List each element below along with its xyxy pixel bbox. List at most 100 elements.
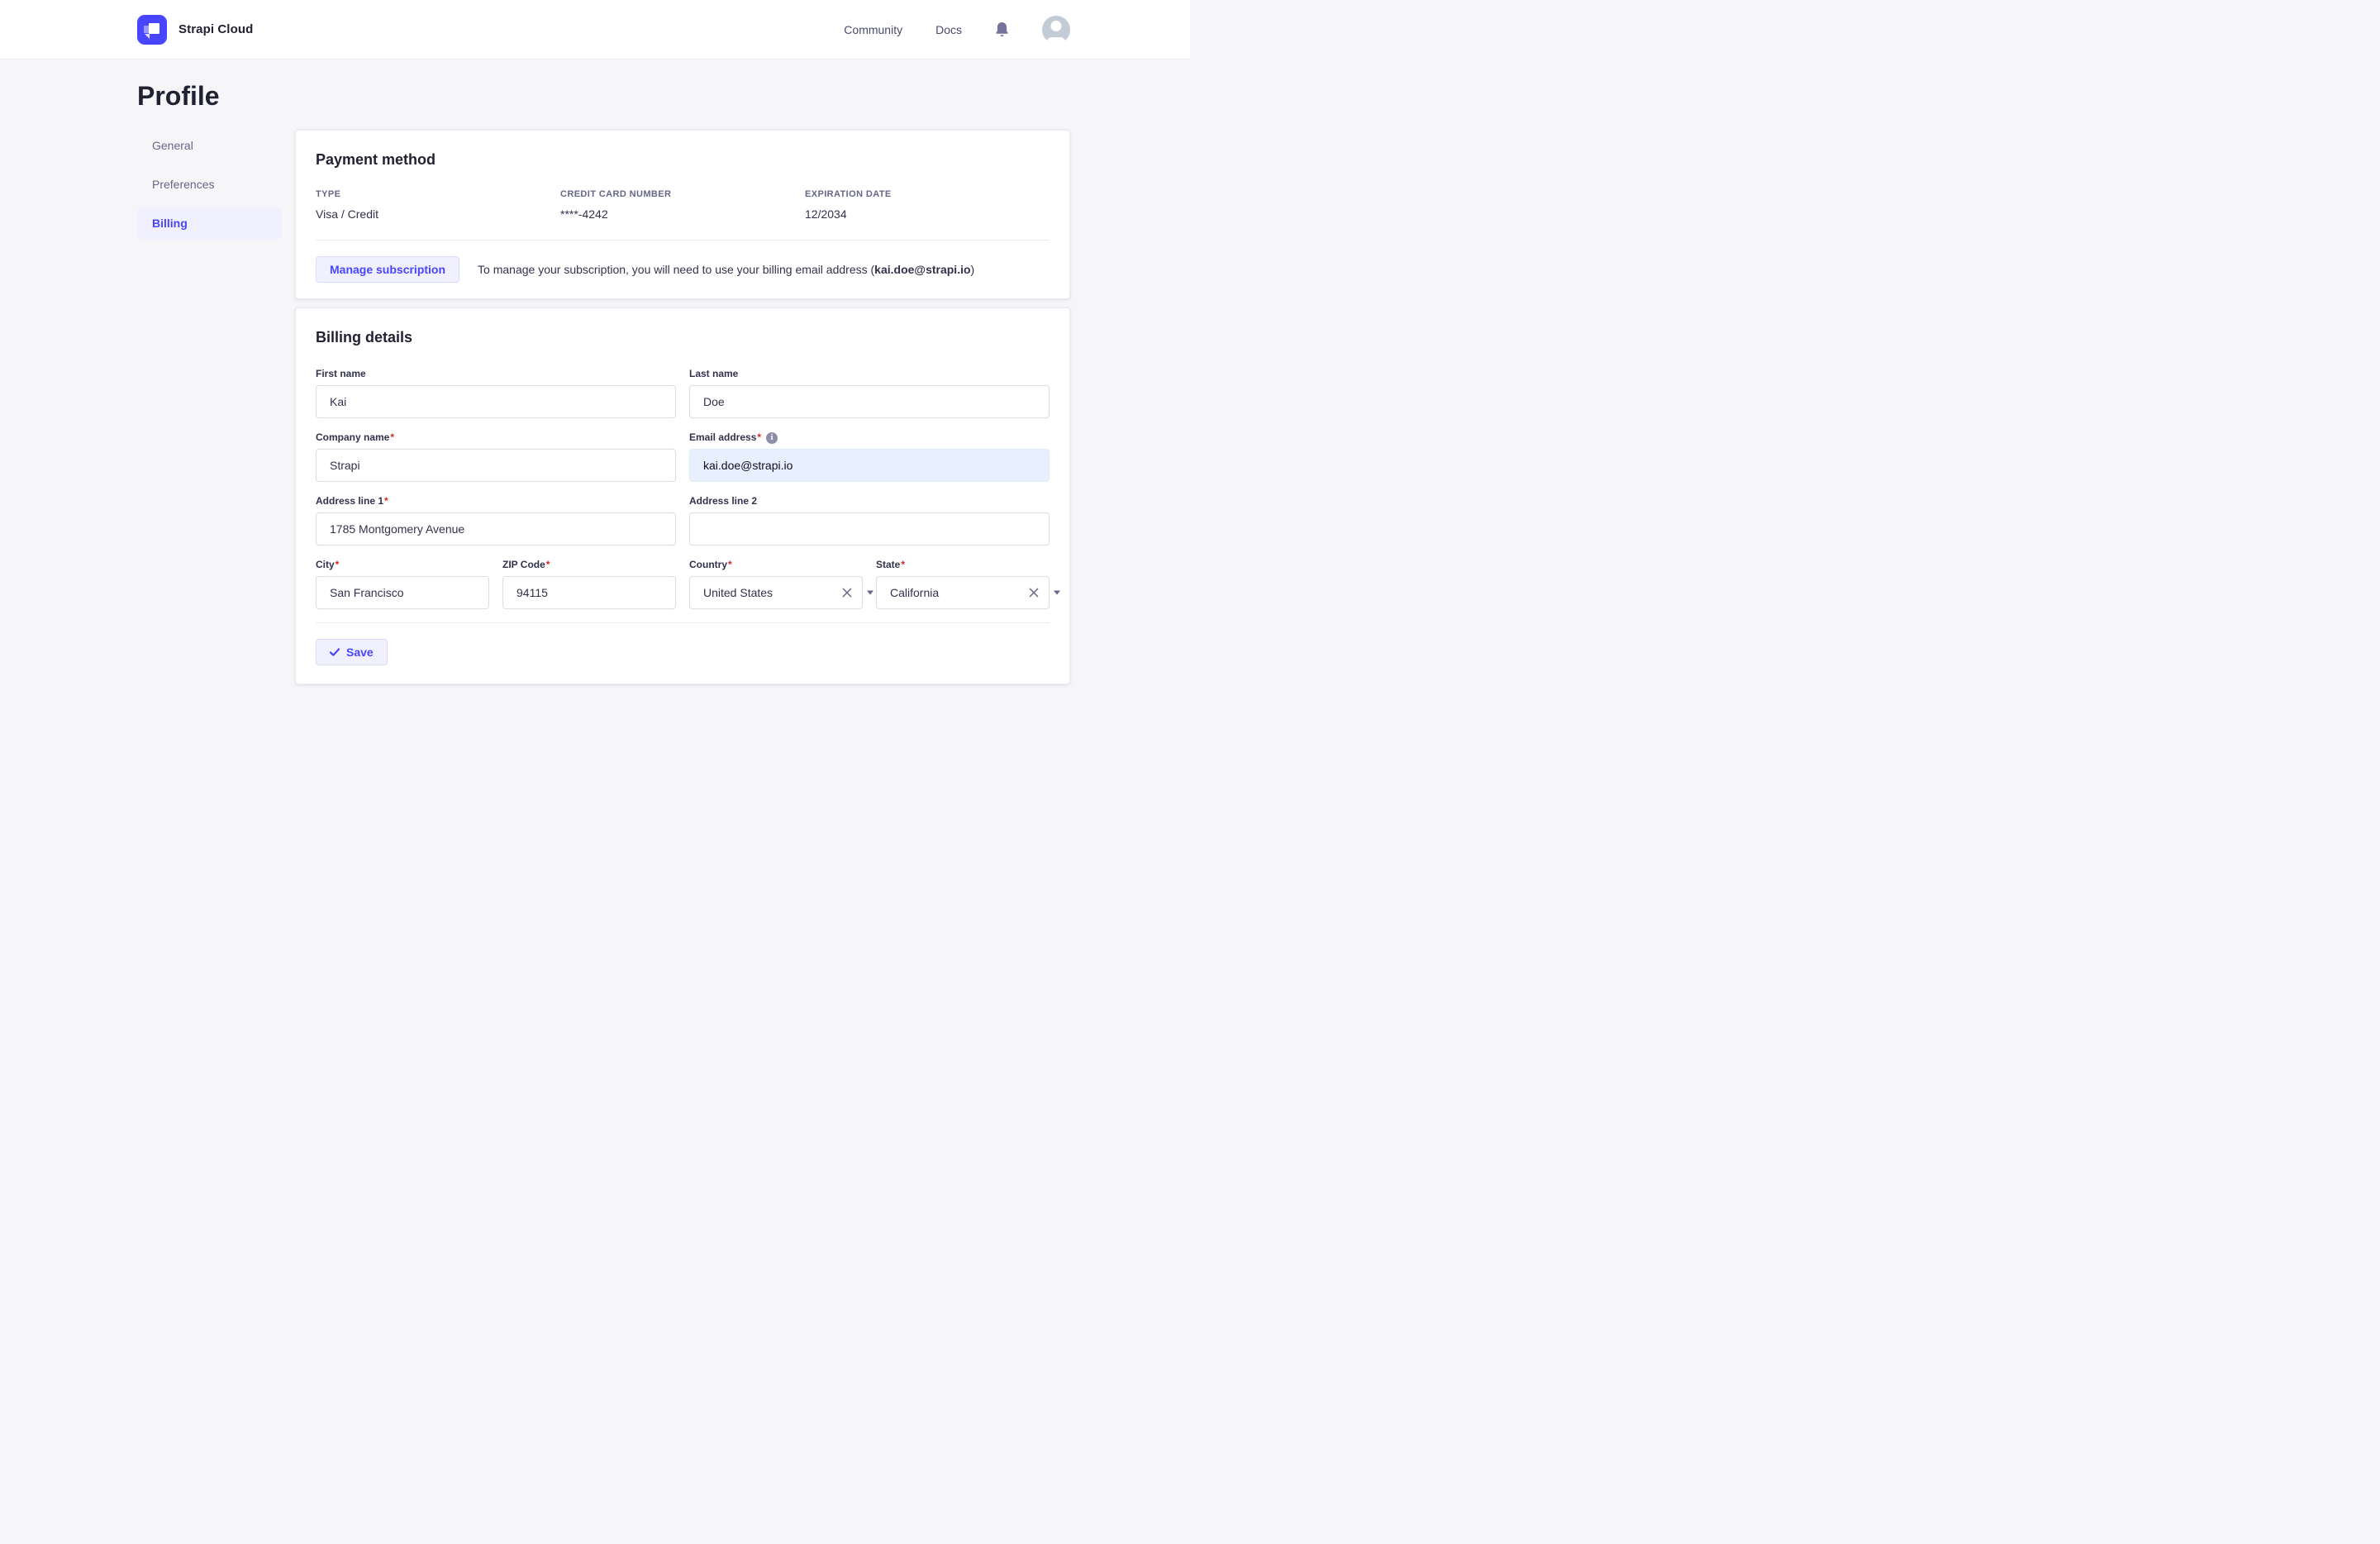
zip-label: ZIP Code * <box>502 559 676 571</box>
state-selected-value: California <box>890 586 940 599</box>
billing-form: First name Last name Company name* <box>316 368 1060 665</box>
required-asterisk: * <box>901 559 906 570</box>
country-group: Country * United States <box>689 559 873 609</box>
label-text: State <box>876 559 901 570</box>
zip-field[interactable] <box>502 576 676 609</box>
label-text: Email address <box>689 431 757 443</box>
state-group: State * California <box>876 559 1060 609</box>
first-name-field[interactable] <box>316 385 676 418</box>
state-select[interactable]: California <box>876 576 1050 609</box>
payment-type-value: Visa / Credit <box>316 207 378 221</box>
sidebar-item-preferences[interactable]: Preferences <box>137 169 282 200</box>
company-name-label: Company name * <box>316 431 676 444</box>
first-name-group: First name <box>316 368 676 418</box>
payment-method-card: Payment method TYPE Visa / Credit CREDIT… <box>295 130 1070 299</box>
manage-subscription-button[interactable]: Manage subscription <box>316 256 460 283</box>
page-title: Profile <box>137 81 220 111</box>
first-name-label: First name <box>316 368 676 380</box>
email-field[interactable] <box>689 449 1050 482</box>
zip-group: ZIP Code * <box>502 559 676 609</box>
last-name-group: Last name <box>689 368 1050 418</box>
label-text: City <box>316 559 335 570</box>
sidebar-item-label: General <box>152 139 193 152</box>
note-text-suffix: ) <box>970 263 975 276</box>
required-asterisk: * <box>728 559 732 570</box>
expiration-label: EXPIRATION DATE <box>805 189 892 199</box>
label-text: Address line 2 <box>689 495 758 507</box>
nav-link-community[interactable]: Community <box>844 22 903 36</box>
avatar-head-shape <box>1050 20 1062 31</box>
required-asterisk: * <box>384 495 388 507</box>
save-button[interactable]: Save <box>316 639 388 665</box>
top-header: Strapi Cloud Community Docs <box>0 0 1190 60</box>
profile-sidebar: General Preferences Billing <box>137 130 282 246</box>
notifications-button[interactable] <box>995 21 1009 37</box>
required-asterisk: * <box>335 559 340 570</box>
note-text: To manage your subscription, you will ne… <box>478 263 875 276</box>
country-selected-value: United States <box>703 586 774 599</box>
card-number-label: CREDIT CARD NUMBER <box>560 189 672 199</box>
payment-method-title: Payment method <box>316 151 436 168</box>
country-clear-icon[interactable] <box>841 587 853 598</box>
payment-type-column: TYPE Visa / Credit <box>316 189 560 222</box>
state-clear-icon[interactable] <box>1028 587 1040 598</box>
brand: Strapi Cloud <box>137 14 254 45</box>
brand-name: Strapi Cloud <box>178 22 254 36</box>
billing-email-text: kai.doe@strapi.io <box>874 263 971 276</box>
address-line1-group: Address line 1 * <box>316 495 676 546</box>
payment-divider <box>316 240 1050 241</box>
label-text: ZIP Code <box>502 559 545 570</box>
header-nav: Community Docs <box>844 15 1070 44</box>
save-button-label: Save <box>346 646 374 659</box>
manage-subscription-row: Manage subscription To manage your subsc… <box>316 256 1050 283</box>
strapi-logo-icon <box>137 14 167 45</box>
sidebar-item-label: Preferences <box>152 178 215 191</box>
required-asterisk: * <box>390 431 395 443</box>
company-name-group: Company name * <box>316 431 676 482</box>
country-label: Country * <box>689 559 863 571</box>
sidebar-item-billing[interactable]: Billing <box>137 207 282 239</box>
required-asterisk: * <box>757 431 762 443</box>
label-text: First name <box>316 368 366 379</box>
sidebar-item-general[interactable]: General <box>137 130 282 161</box>
nav-link-docs[interactable]: Docs <box>935 22 962 36</box>
city-field[interactable] <box>316 576 489 609</box>
bell-icon <box>995 21 1009 37</box>
manage-subscription-note: To manage your subscription, you will ne… <box>478 263 974 276</box>
avatar-body-shape <box>1046 36 1066 44</box>
state-caret-icon[interactable] <box>1054 590 1060 595</box>
card-number-value: ****-4242 <box>560 207 608 221</box>
sidebar-item-label: Billing <box>152 217 188 230</box>
last-name-field[interactable] <box>689 385 1050 418</box>
info-icon[interactable] <box>766 431 778 444</box>
address-line2-field[interactable] <box>689 512 1050 546</box>
label-text: Country <box>689 559 727 570</box>
required-asterisk: * <box>545 559 550 570</box>
payment-info-grid: TYPE Visa / Credit CREDIT CARD NUMBER **… <box>316 189 1050 222</box>
expiration-column: EXPIRATION DATE 12/2034 <box>805 189 1050 222</box>
country-select[interactable]: United States <box>689 576 863 609</box>
email-group: Email address * <box>689 431 1050 482</box>
country-caret-icon[interactable] <box>867 590 873 595</box>
main-content: Payment method TYPE Visa / Credit CREDIT… <box>295 130 1070 684</box>
state-label: State * <box>876 559 1050 571</box>
email-label: Email address * <box>689 431 1050 444</box>
city-label: City * <box>316 559 489 571</box>
payment-type-label: TYPE <box>316 189 341 199</box>
label-text: Address line 1 <box>316 495 384 507</box>
address-line2-label: Address line 2 <box>689 495 1050 508</box>
company-name-field[interactable] <box>316 449 676 482</box>
expiration-value: 12/2034 <box>805 207 847 221</box>
address-line1-label: Address line 1 * <box>316 495 676 508</box>
last-name-label: Last name <box>689 368 1050 380</box>
label-text: Last name <box>689 368 739 379</box>
check-icon <box>330 648 340 656</box>
form-divider <box>316 622 1050 623</box>
avatar[interactable] <box>1042 15 1070 44</box>
address-line1-field[interactable] <box>316 512 676 546</box>
city-group: City * <box>316 559 489 609</box>
card-number-column: CREDIT CARD NUMBER ****-4242 <box>560 189 805 222</box>
address-line2-group: Address line 2 <box>689 495 1050 546</box>
billing-details-card: Billing details First name Last name <box>295 307 1070 684</box>
label-text: Company name <box>316 431 390 443</box>
